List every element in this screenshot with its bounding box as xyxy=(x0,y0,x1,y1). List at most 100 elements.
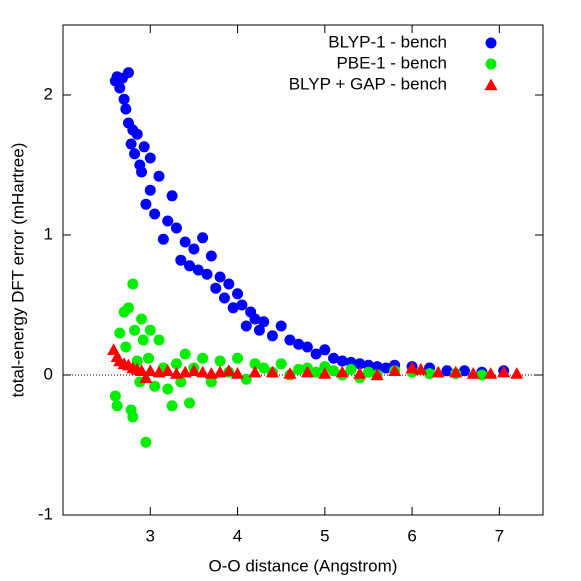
data-point xyxy=(371,361,383,373)
data-point xyxy=(380,362,392,374)
data-point xyxy=(127,411,139,423)
data-point xyxy=(179,236,191,248)
data-point xyxy=(149,380,161,392)
data-point xyxy=(131,355,143,367)
data-point xyxy=(249,313,261,325)
data-point xyxy=(388,364,402,376)
data-point xyxy=(210,282,222,294)
data-point xyxy=(253,324,265,336)
data-point xyxy=(497,365,511,378)
data-point xyxy=(162,383,174,395)
data-point xyxy=(137,334,149,346)
data-point xyxy=(197,352,209,364)
data-point xyxy=(129,324,141,336)
data-point xyxy=(284,334,296,346)
data-point xyxy=(122,302,134,314)
y-tick-label: -1 xyxy=(38,504,53,523)
data-point xyxy=(136,166,148,178)
data-point xyxy=(236,299,248,311)
data-point xyxy=(111,400,123,412)
data-point xyxy=(240,320,252,332)
data-point xyxy=(484,367,498,379)
data-point xyxy=(223,278,235,290)
data-point xyxy=(109,390,121,402)
data-point xyxy=(122,67,134,79)
data-point xyxy=(139,371,153,383)
y-axis-label: total-energy DFT error (mHartree) xyxy=(8,143,27,398)
data-point xyxy=(441,365,453,377)
data-point xyxy=(466,367,480,379)
data-point xyxy=(414,362,428,375)
data-point xyxy=(120,341,132,353)
legend-label: BLYP + GAP - bench xyxy=(289,74,447,93)
data-point xyxy=(192,264,204,276)
data-point xyxy=(319,344,331,356)
data-point xyxy=(153,334,165,346)
data-point xyxy=(136,313,148,325)
data-point xyxy=(227,302,239,314)
data-point xyxy=(345,363,357,375)
data-point xyxy=(166,400,178,412)
data-point xyxy=(319,361,331,373)
legend-label: PBE-1 - bench xyxy=(336,53,447,72)
data-point xyxy=(184,260,196,272)
data-point xyxy=(149,208,161,220)
data-point xyxy=(138,141,150,153)
y-tick-label: 1 xyxy=(44,224,53,243)
data-point xyxy=(175,254,187,266)
data-point xyxy=(131,128,143,140)
data-point xyxy=(162,215,174,227)
data-point xyxy=(300,365,314,378)
data-point xyxy=(153,170,165,182)
data-point xyxy=(120,103,132,115)
data-point xyxy=(188,243,200,255)
data-point xyxy=(170,222,182,234)
data-point xyxy=(283,367,297,379)
data-point xyxy=(476,369,488,381)
data-point xyxy=(214,271,226,283)
data-point xyxy=(232,288,244,300)
data-point xyxy=(196,365,210,378)
data-point xyxy=(431,365,445,378)
data-point xyxy=(135,364,149,376)
data-point xyxy=(458,365,470,377)
data-point xyxy=(328,352,340,364)
data-point xyxy=(328,365,340,377)
data-point xyxy=(266,330,278,342)
data-point xyxy=(218,292,230,304)
data-point xyxy=(362,366,374,378)
data-point xyxy=(335,365,349,378)
data-point xyxy=(449,365,463,378)
plot-frame xyxy=(62,24,544,516)
data-point xyxy=(114,82,126,94)
data-point xyxy=(201,268,213,280)
data-point xyxy=(144,324,156,336)
data-point xyxy=(143,364,157,376)
data-point xyxy=(240,373,252,385)
x-tick-label: 4 xyxy=(233,526,242,545)
data-point xyxy=(205,250,217,262)
data-point xyxy=(293,363,305,375)
data-point xyxy=(175,376,187,388)
data-point xyxy=(370,368,384,381)
legend-label: BLYP-1 - bench xyxy=(328,32,447,51)
data-point xyxy=(310,366,322,378)
data-point xyxy=(248,365,262,378)
x-tick-label: 6 xyxy=(407,526,416,545)
data-point xyxy=(275,358,287,370)
data-point xyxy=(510,367,524,379)
data-point xyxy=(144,152,156,164)
data-point xyxy=(353,367,367,379)
x-tick-label: 3 xyxy=(146,526,155,545)
data-point xyxy=(127,278,139,290)
x-tick-label: 5 xyxy=(320,526,329,545)
data-point xyxy=(166,190,178,202)
data-point xyxy=(310,348,322,360)
data-point xyxy=(293,338,305,350)
legend-marker xyxy=(485,37,497,49)
data-point xyxy=(258,362,270,374)
data-point xyxy=(118,93,130,105)
data-point xyxy=(184,397,196,409)
data-point xyxy=(214,355,226,367)
